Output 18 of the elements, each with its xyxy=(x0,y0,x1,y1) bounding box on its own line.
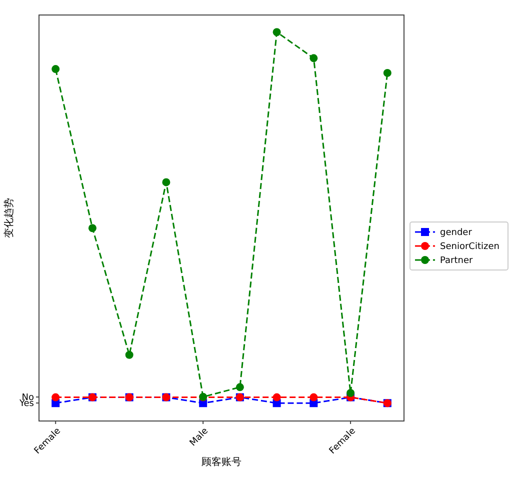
legend-label: Partner xyxy=(440,256,474,266)
y-axis-title: 变化趋势 xyxy=(3,198,15,238)
point xyxy=(272,393,281,402)
x-axis-title: 顾客账号 xyxy=(202,456,242,468)
point xyxy=(125,350,134,359)
point xyxy=(88,224,96,232)
point xyxy=(272,28,281,36)
point xyxy=(236,383,244,392)
point xyxy=(52,65,60,74)
point xyxy=(383,68,392,77)
text: Yes xyxy=(18,399,34,410)
point xyxy=(162,178,170,186)
point xyxy=(310,54,318,62)
point xyxy=(310,393,318,402)
point xyxy=(346,389,355,397)
legend-label: SeniorCitizen xyxy=(440,242,500,252)
point xyxy=(52,393,60,402)
legend-label: gender xyxy=(440,228,472,238)
